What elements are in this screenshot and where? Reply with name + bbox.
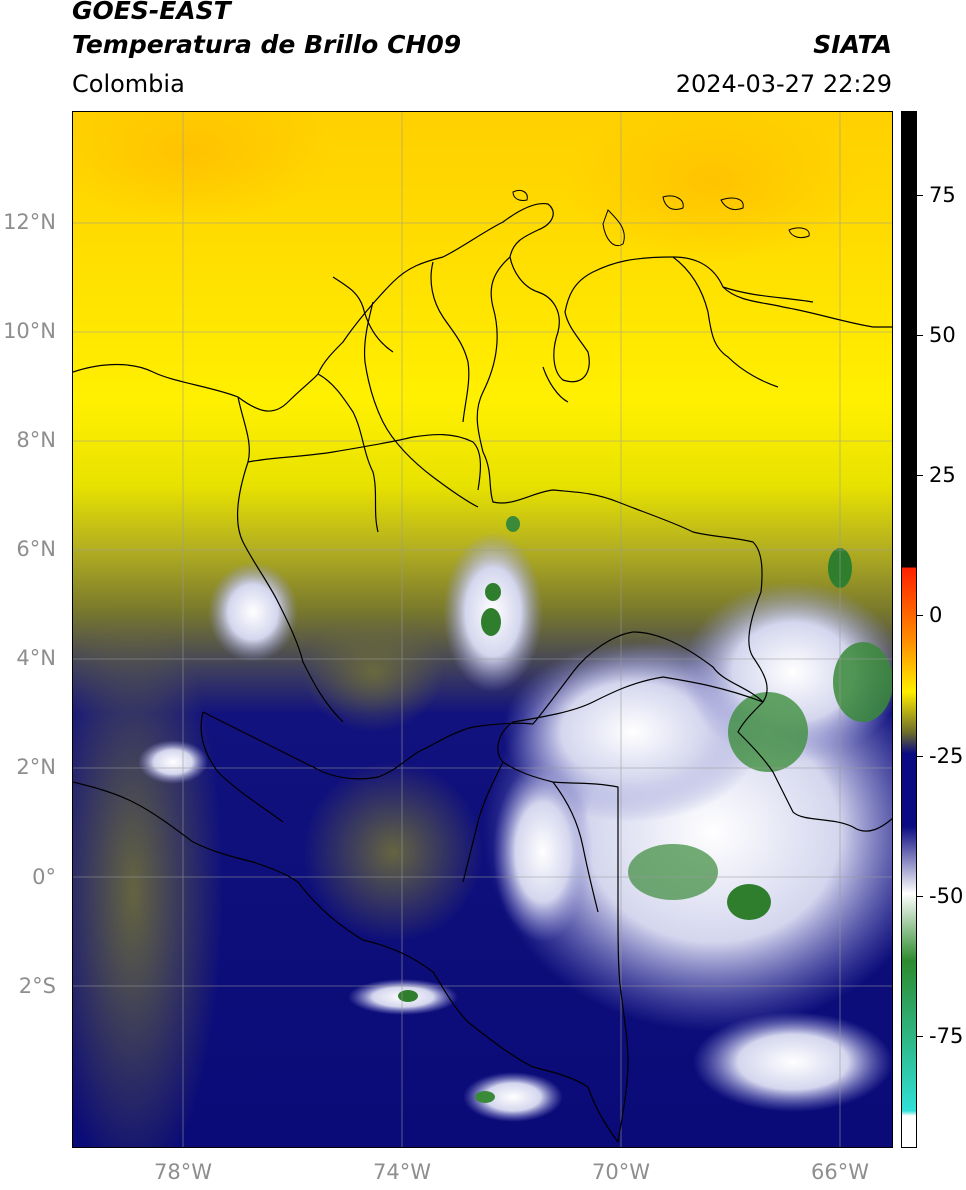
lat-label: 8°N [16,428,56,452]
colorbar-tick-label: -75 [929,1024,964,1048]
colorbar-tick-label: -25 [929,744,964,768]
colorbar-tick-label: 75 [929,183,956,207]
colorbar-tick-mark [917,896,923,897]
colorbar-tick-label: 0 [929,603,943,627]
timestamp-label: 2024-03-27 22:29 [675,70,892,98]
colorbar-tick-mark [917,756,923,757]
title-line-1: GOES-EAST [72,0,231,25]
lon-label: 78°W [154,1160,212,1184]
lon-label: 74°W [373,1160,431,1184]
colorbar-tick-mark [917,1036,923,1037]
title-line-2: Temperatura de Brillo CH09 [72,30,462,59]
satellite-map[interactable] [72,111,893,1148]
lat-label: 0° [32,865,56,889]
colorbar-tick-mark [917,615,923,616]
lat-label: 2°N [16,755,56,779]
colorbar-tick-label: -50 [929,884,964,908]
colorbar-tick-mark [917,475,923,476]
lon-label: 70°W [592,1160,650,1184]
lat-label: 2°S [18,974,56,998]
colorbar-tick-mark [917,335,923,336]
lon-label: 66°W [811,1160,869,1184]
colorbar-tick-label: 25 [929,463,956,487]
lat-label: 12°N [3,210,56,234]
colorbar-tick-mark [917,195,923,196]
colorbar-tick-label: 50 [929,323,956,347]
temperature-colorbar [901,111,917,1148]
borders [73,202,892,1143]
agency-label: SIATA [813,30,892,59]
region-label: Colombia [72,70,185,98]
map-canvas [73,112,892,1147]
lat-label: 4°N [16,646,56,670]
lat-label: 10°N [3,319,56,343]
lat-label: 6°N [16,537,56,561]
